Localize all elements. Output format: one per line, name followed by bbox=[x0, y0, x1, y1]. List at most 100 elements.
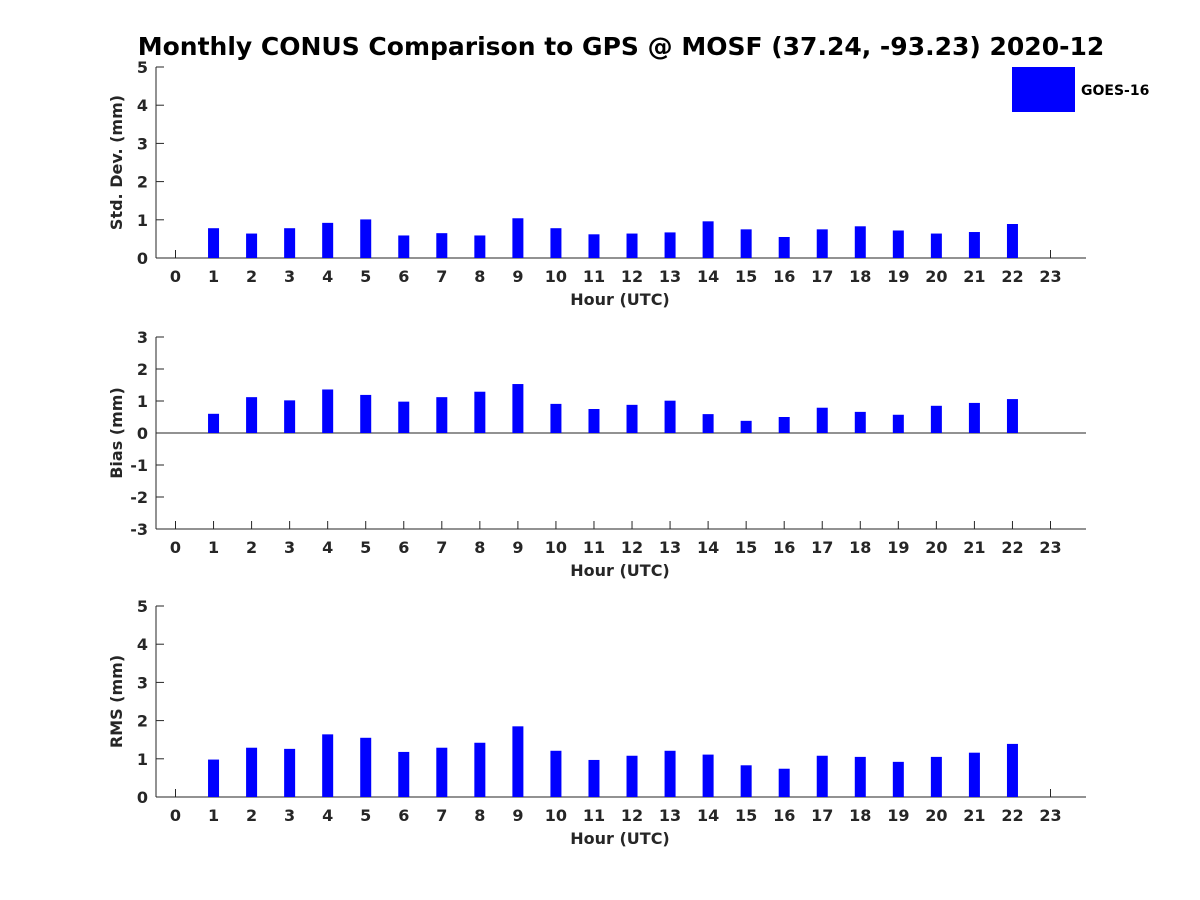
bar-rms-hour-13 bbox=[664, 750, 676, 797]
bar-rms-hour-7 bbox=[436, 747, 448, 797]
bar-rms-hour-12 bbox=[626, 755, 638, 797]
y-tick-label: -3 bbox=[130, 520, 148, 539]
y-tick-label: 3 bbox=[137, 673, 148, 692]
bar-rms-hour-2 bbox=[246, 747, 258, 797]
x-tick-label: 11 bbox=[583, 538, 605, 557]
bar-bias-hour-15 bbox=[740, 420, 752, 433]
y-tick-label: 3 bbox=[137, 328, 148, 347]
bar-bias-hour-6 bbox=[398, 401, 410, 433]
y-tick-label: 1 bbox=[137, 750, 148, 769]
x-tick-label: 18 bbox=[849, 806, 871, 825]
x-tick-label: 2 bbox=[246, 267, 257, 286]
x-tick-label: 16 bbox=[773, 538, 795, 557]
y-tick-label: 2 bbox=[137, 712, 148, 731]
bar-bias-hour-9 bbox=[512, 384, 524, 433]
bar-bias-hour-12 bbox=[626, 404, 638, 433]
x-tick-label: 8 bbox=[474, 806, 485, 825]
bar-rms-hour-21 bbox=[968, 752, 980, 797]
y-tick-label: 3 bbox=[137, 134, 148, 153]
x-tick-label: 22 bbox=[1001, 538, 1023, 557]
bar-std_dev-hour-11 bbox=[588, 234, 600, 258]
x-tick-label: 10 bbox=[545, 806, 567, 825]
bar-rms-hour-15 bbox=[740, 765, 752, 797]
bar-bias-hour-1 bbox=[208, 413, 220, 433]
bar-bias-hour-16 bbox=[778, 417, 790, 433]
x-tick-label: 3 bbox=[284, 538, 295, 557]
legend-label: GOES-16 bbox=[1081, 83, 1149, 99]
x-tick-label: 19 bbox=[887, 267, 909, 286]
bar-std_dev-hour-18 bbox=[854, 226, 866, 258]
bar-rms-hour-10 bbox=[550, 750, 562, 797]
bar-rms-hour-8 bbox=[474, 742, 486, 797]
x-tick-label: 7 bbox=[436, 538, 447, 557]
bar-bias-hour-17 bbox=[816, 407, 828, 433]
x-tick-label: 2 bbox=[246, 806, 257, 825]
x-tick-label: 11 bbox=[583, 806, 605, 825]
x-tick-label: 0 bbox=[170, 806, 181, 825]
x-tick-label: 18 bbox=[849, 267, 871, 286]
x-tick-label: 13 bbox=[659, 267, 681, 286]
x-tick-label: 20 bbox=[925, 806, 947, 825]
x-tick-label: 4 bbox=[322, 267, 333, 286]
x-tick-label: 15 bbox=[735, 806, 757, 825]
bar-bias-hour-7 bbox=[436, 397, 448, 433]
bar-bias-hour-10 bbox=[550, 403, 562, 433]
x-tick-label: 15 bbox=[735, 267, 757, 286]
bar-std_dev-hour-14 bbox=[702, 221, 714, 258]
bar-std_dev-hour-15 bbox=[740, 229, 752, 258]
x-tick-label: 21 bbox=[963, 267, 985, 286]
bar-std_dev-hour-7 bbox=[436, 233, 448, 258]
bar-std_dev-hour-4 bbox=[322, 222, 334, 258]
bar-std_dev-hour-6 bbox=[398, 235, 410, 258]
x-tick-label: 8 bbox=[474, 267, 485, 286]
bar-rms-hour-4 bbox=[322, 734, 334, 797]
x-tick-label: 15 bbox=[735, 538, 757, 557]
x-tick-label: 12 bbox=[621, 806, 643, 825]
bar-std_dev-hour-5 bbox=[360, 219, 372, 258]
bar-std_dev-hour-9 bbox=[512, 218, 524, 258]
bar-std_dev-hour-17 bbox=[816, 229, 828, 258]
bar-rms-hour-22 bbox=[1006, 743, 1018, 797]
bar-bias-hour-14 bbox=[702, 414, 714, 433]
bar-rms-hour-19 bbox=[892, 761, 904, 797]
x-tick-label: 21 bbox=[963, 806, 985, 825]
y-tick-label: 0 bbox=[137, 788, 148, 807]
x-tick-label: 20 bbox=[925, 538, 947, 557]
bar-rms-hour-17 bbox=[816, 755, 828, 797]
x-tick-label: 7 bbox=[436, 267, 447, 286]
x-tick-label: 6 bbox=[398, 538, 409, 557]
x-axis-label: Hour (UTC) bbox=[570, 829, 670, 848]
bar-rms-hour-11 bbox=[588, 759, 600, 797]
x-tick-label: 21 bbox=[963, 538, 985, 557]
y-tick-label: 4 bbox=[137, 96, 148, 115]
bar-std_dev-hour-16 bbox=[778, 236, 790, 258]
x-tick-label: 0 bbox=[170, 267, 181, 286]
bar-rms-hour-14 bbox=[702, 754, 714, 797]
x-tick-label: 22 bbox=[1001, 267, 1023, 286]
y-tick-label: 0 bbox=[137, 424, 148, 443]
x-tick-label: 9 bbox=[512, 806, 523, 825]
x-tick-label: 20 bbox=[925, 267, 947, 286]
bar-std_dev-hour-1 bbox=[208, 228, 220, 258]
y-tick-label: 4 bbox=[137, 635, 148, 654]
bar-bias-hour-18 bbox=[854, 411, 866, 433]
bar-bias-hour-8 bbox=[474, 391, 486, 433]
bar-rms-hour-5 bbox=[360, 737, 372, 797]
y-tick-label: 2 bbox=[137, 173, 148, 192]
bar-std_dev-hour-10 bbox=[550, 228, 562, 258]
bar-bias-hour-11 bbox=[588, 409, 600, 433]
x-tick-label: 4 bbox=[322, 806, 333, 825]
x-tick-label: 4 bbox=[322, 538, 333, 557]
x-tick-label: 9 bbox=[512, 267, 523, 286]
y-axis-label: Std. Dev. (mm) bbox=[107, 95, 126, 230]
x-axis-label: Hour (UTC) bbox=[570, 290, 670, 309]
x-tick-label: 17 bbox=[811, 267, 833, 286]
y-tick-label: 5 bbox=[137, 58, 148, 77]
x-tick-label: 16 bbox=[773, 267, 795, 286]
x-tick-label: 2 bbox=[246, 538, 257, 557]
bar-bias-hour-2 bbox=[246, 397, 258, 433]
x-tick-label: 16 bbox=[773, 806, 795, 825]
bar-bias-hour-3 bbox=[284, 400, 296, 433]
x-tick-label: 8 bbox=[474, 538, 485, 557]
